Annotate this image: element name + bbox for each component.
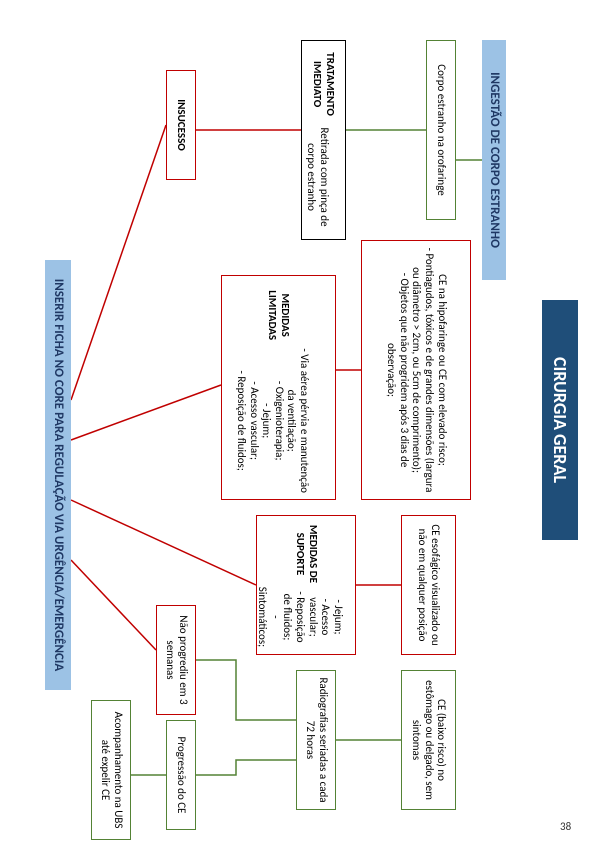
page-number: 38 bbox=[560, 820, 571, 833]
node-tratamento-imediato: TRATAMENTO IMEDIATORetirada com pinça de… bbox=[301, 40, 346, 240]
node-medidas-limitadas: MEDIDAS LIMITADAS- Via aérea pérvia e ma… bbox=[221, 275, 336, 500]
node-orofaringe: Corpo estranho na orofaringe bbox=[426, 40, 456, 220]
node-radiografias: Radiografias seriadas a cada 72 horas bbox=[296, 670, 336, 810]
footer-bar: INSERIR FICHA NO CORE PARA REGULAÇÃO VIA… bbox=[45, 260, 71, 690]
node-acompanhamento-ubs: Acompanhamento na UBS até expelir CE bbox=[91, 700, 131, 840]
node-insucesso: INSUCESSO bbox=[166, 70, 196, 180]
node-baixo-risco: CE (baixo risco) no estômago ou delgado,… bbox=[401, 670, 456, 810]
node-progressao: Progressão do CE bbox=[166, 720, 196, 830]
node-nao-progrediu: Não progrediu em 3 semanas bbox=[156, 605, 196, 715]
title-bar: CIRURGIA GERAL bbox=[542, 300, 578, 540]
node-esofagico: CE esofágico visualizado ou não em qualq… bbox=[401, 515, 456, 655]
subtitle-bar: INGESTÃO DE CORPO ESTRANHO bbox=[482, 40, 506, 280]
node-hipofaringe: CE na hipofaringe ou CE com elevado risc… bbox=[361, 240, 471, 500]
diagram-stage: CIRURGIA GERAL INGESTÃO DE CORPO ESTRANH… bbox=[0, 0, 596, 843]
node-medidas-suporte: MEDIDAS DE SUPORTE- Jejum;- Acesso vascu… bbox=[256, 515, 356, 655]
